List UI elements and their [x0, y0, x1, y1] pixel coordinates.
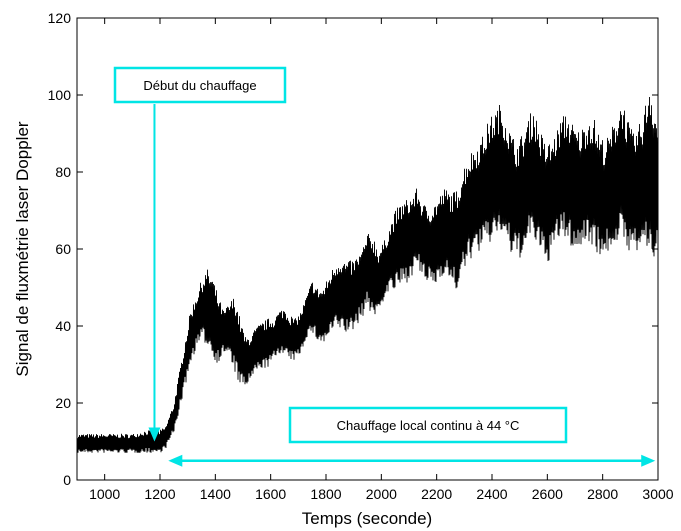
x-tick-label: 2600 [532, 486, 563, 502]
y-tick-label: 80 [55, 164, 71, 180]
heating-start-label: Début du chauffage [143, 78, 256, 93]
x-tick-label: 1800 [310, 486, 341, 502]
x-tick-label: 1200 [144, 486, 175, 502]
x-tick-label: 2800 [587, 486, 618, 502]
continuous-heating-label: Chauffage local continu à 44 °C [337, 418, 520, 433]
x-tick-label: 2000 [366, 486, 397, 502]
x-axis-label: Temps (seconde) [302, 509, 432, 528]
x-tick-label: 1400 [200, 486, 231, 502]
x-tick-label: 1600 [255, 486, 286, 502]
y-tick-label: 120 [48, 10, 72, 26]
y-axis-label: Signal de fluxmétrie laser Doppler [13, 121, 32, 376]
continuous-heating-arrow-head-left [168, 454, 183, 467]
y-tick-label: 60 [55, 241, 71, 257]
continuous-heating-box [288, 406, 568, 444]
y-tick-label: 0 [63, 472, 71, 488]
signal-layer [77, 96, 659, 453]
signal-series-line [77, 96, 659, 453]
x-tick-label: 2200 [421, 486, 452, 502]
x-tick-label: 1000 [89, 486, 120, 502]
y-tick-label: 20 [55, 395, 71, 411]
heating-start-arrow-head [148, 427, 161, 442]
x-tick-label: 2400 [476, 486, 507, 502]
y-tick-label: 40 [55, 318, 71, 334]
x-tick-label: 3000 [642, 486, 673, 502]
ticks-layer: 1000 1200 1400 1600 1800 2000 2200 2400 2600 2800… [48, 10, 674, 502]
y-tick-label: 100 [48, 87, 72, 103]
continuous-heating-arrow-head-right [641, 454, 656, 467]
annotation-layer: Début du chauffage Chauffage local contin… [113, 66, 656, 467]
heating-start-box [113, 66, 287, 104]
